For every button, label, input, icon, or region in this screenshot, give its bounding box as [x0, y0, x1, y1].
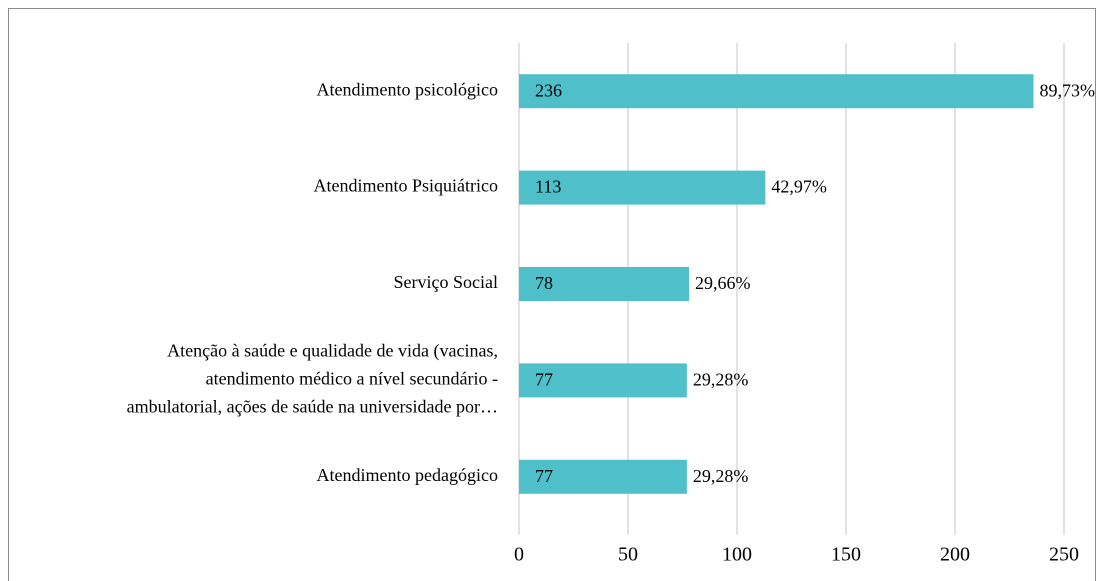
y-tick-label: Serviço Social [394, 272, 498, 292]
percent-label: 29,28% [693, 370, 749, 390]
value-label: 77 [535, 466, 553, 486]
x-tick-label: 200 [940, 544, 970, 566]
x-tick-label: 50 [618, 544, 638, 566]
bar [519, 459, 687, 494]
bar [519, 363, 687, 398]
bar [519, 74, 1034, 109]
x-tick-label: 0 [514, 544, 524, 566]
value-label: 78 [535, 273, 553, 293]
percent-label: 29,66% [695, 273, 751, 293]
value-label: 113 [535, 177, 561, 197]
y-tick-label: Atenção à saúde e qualidade de vida (vac… [127, 341, 498, 417]
y-tick-label: Atendimento pedagógico [317, 465, 498, 485]
bar [519, 170, 766, 205]
percent-label: 89,73% [1039, 80, 1095, 100]
bar [519, 267, 690, 301]
x-tick-label: 100 [722, 544, 752, 566]
value-label: 77 [535, 370, 553, 390]
x-tick-label: 150 [831, 544, 861, 566]
x-tick-label: 250 [1049, 544, 1079, 566]
y-tick-label: Atendimento psicológico [317, 79, 498, 99]
value-label: 236 [535, 80, 562, 100]
y-tick-label: Atendimento Psiquiátrico [314, 176, 498, 196]
percent-label: 29,28% [693, 466, 749, 486]
percent-label: 42,97% [771, 177, 827, 197]
